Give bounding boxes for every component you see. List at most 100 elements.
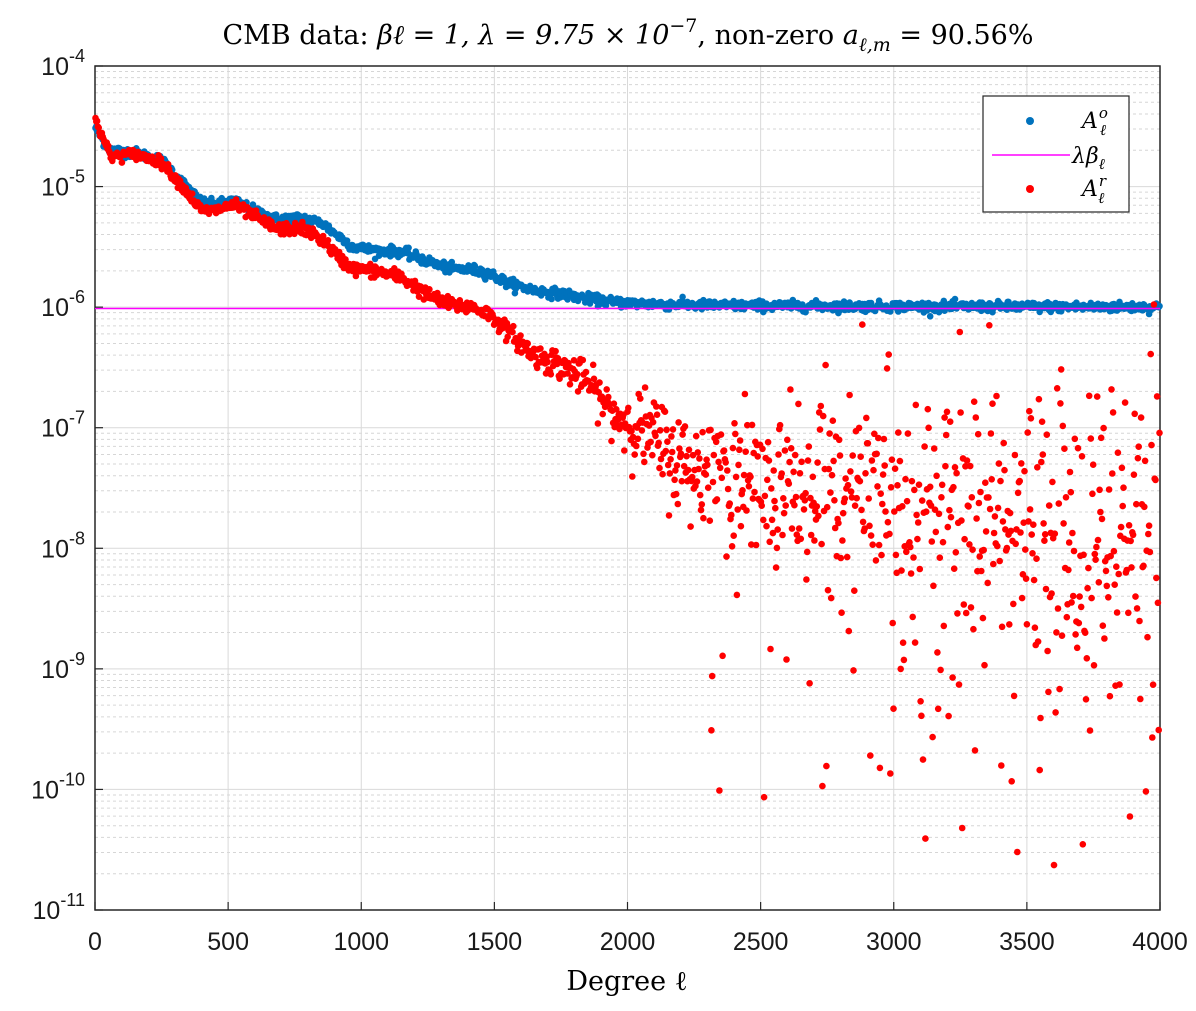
point-a-residual [957,409,964,416]
point-a-residual [885,351,892,358]
x-tick-label: 2000 [600,928,656,956]
point-a-residual [1022,575,1030,582]
point-a-residual [415,293,423,301]
point-a-residual [970,625,977,633]
point-a-residual [1014,489,1022,497]
point-a-residual [822,361,829,369]
point-a-residual [990,529,998,537]
point-a-residual [990,560,997,568]
point-a-residual [982,528,990,535]
point-a-residual [847,488,855,495]
point-a-residual [1110,547,1118,555]
point-a-residual [656,427,664,434]
point-a-residual [1018,594,1026,602]
point-a-residual [1034,464,1041,471]
point-a-residual [1137,414,1145,421]
point-a-residual [984,579,991,587]
point-a-residual [830,457,837,465]
point-a-residual [641,384,649,391]
point-a-residual [1145,522,1153,529]
point-a-residual [1145,530,1152,538]
point-a-residual [739,487,746,494]
point-a-residual [1006,621,1013,628]
point-a-residual [899,503,906,510]
point-a-residual [891,508,898,515]
point-a-residual [1117,523,1125,531]
point-a-residual [1118,464,1126,472]
point-a-residual [767,645,774,653]
point-a-residual [782,502,789,509]
point-a-residual [678,477,686,485]
point-a-residual [653,411,661,419]
point-a-residual [1077,603,1085,611]
title-prefix: CMB data: [222,20,377,51]
y-tick-label: 10-10 [31,769,85,804]
point-a-residual [1041,531,1049,538]
point-a-residual [1069,529,1076,537]
point-a-residual [932,528,940,536]
point-a-residual [1096,486,1103,494]
y-tick-label: 10-11 [33,890,86,925]
point-a-residual [769,529,777,537]
point-a-residual [629,473,636,480]
point-a-residual [1076,593,1083,600]
point-a-residual [1048,590,1055,597]
point-a-residual [966,462,974,470]
point-a-residual [827,594,835,602]
point-a-residual [728,511,735,519]
y-tick-label: 10-7 [41,408,85,443]
point-a-residual [1146,548,1154,556]
point-a-residual [733,591,741,599]
point-a-residual [916,565,924,573]
point-a-residual [842,475,849,482]
point-a-residual [974,430,982,438]
point-a-residual [766,538,773,546]
point-a-residual [828,471,836,479]
point-a-residual [952,549,960,556]
point-a-residual [1153,393,1161,400]
point-a-residual [981,661,988,669]
point-a-residual [726,500,733,507]
point-a-residual [674,500,682,508]
point-a-residual [772,504,779,512]
point-a-residual [780,495,787,502]
point-a-residual [836,452,844,459]
point-a-residual [1065,566,1072,574]
point-a-residual [943,408,951,416]
point-a-residual [1086,727,1094,734]
x-tick-label: 3500 [999,928,1055,956]
point-a-residual [758,502,765,510]
point-a-residual [742,448,749,456]
point-a-residual [975,499,983,507]
point-a-residual [640,450,647,458]
point-a-residual [754,453,761,460]
point-a-residual [1073,644,1081,652]
point-a-residual [941,414,948,421]
point-a-observed [548,295,555,303]
point-a-residual [1037,714,1044,722]
point-a-residual [778,470,785,477]
point-a-residual [1071,435,1079,443]
point-a-residual [1150,301,1158,308]
point-a-residual [634,435,642,443]
point-a-residual [889,619,896,627]
point-a-residual [1001,466,1008,474]
point-a-residual [579,356,587,364]
point-a-residual [1149,734,1156,741]
point-a-residual [774,526,781,533]
point-a-residual [1068,599,1075,606]
point-a-residual [732,430,739,438]
point-a-residual [631,451,638,458]
point-a-residual [792,493,800,501]
point-a-residual [664,438,671,446]
point-a-residual [783,656,790,663]
point-a-residual [1111,581,1118,588]
point-a-residual [1088,594,1095,602]
point-a-residual [699,428,706,436]
point-a-residual [698,501,706,508]
point-a-residual [874,483,881,490]
point-a-residual [1093,543,1100,551]
point-a-residual [1026,407,1033,415]
title-mid: , non-zero [697,20,842,51]
point-a-residual [864,440,872,447]
